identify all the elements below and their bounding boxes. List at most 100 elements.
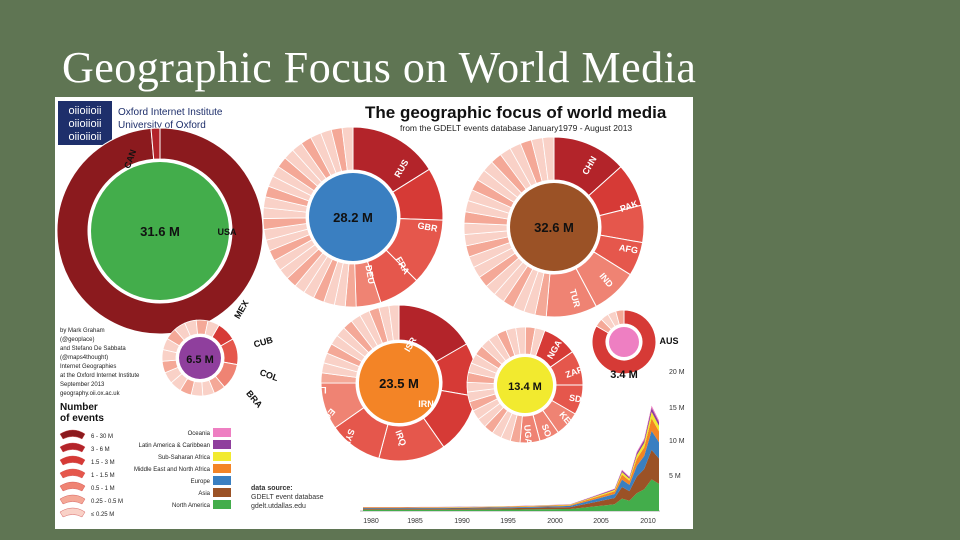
size-legend-swatch [59,455,86,466]
credit-line: at the Oxford Internet Institute [60,373,140,379]
country-label: AUS [659,336,678,346]
country-label: USA [217,227,237,237]
size-legend-swatch [59,429,86,440]
data-source-url: gdelt.utdallas.edu [251,503,306,510]
institute-line-2: University of Oxford [118,120,206,131]
logo-text-2: oiioiioii [68,118,101,130]
region-legend-label: Middle East and North Africa [134,467,211,473]
region-legend-label: Sub-Saharan Africa [158,455,211,461]
donut-center [309,173,397,261]
size-legend-swatch [59,494,86,505]
region-legend-swatch [213,500,231,509]
donut-center [179,337,221,379]
y-tick: 10 M [669,438,685,445]
timeline-chart: 1980 1985 1990 1995 2000 2005 2010 20 M … [360,369,685,525]
region-legend-swatch [213,476,231,485]
country-label: CUB [253,335,275,350]
donut-total: 31.6 M [140,224,180,239]
timeline-area-north-america [363,479,659,511]
country-label: DEU [363,264,376,284]
region-legend-swatch [213,488,231,497]
size-legend-label: 3 - 6 M [91,447,110,453]
credit-line: and Stefano De Sabbata [60,346,126,352]
size-legend-label: 0.25 - 0.5 M [91,499,123,505]
x-tick: 2000 [547,518,563,525]
region-legend-swatch [213,428,231,437]
size-legend-label: 1 - 1.5 M [91,473,115,479]
x-tick: 2010 [640,518,656,525]
data-source-label: data source: [251,485,293,492]
region-legend-label: Asia [198,491,210,497]
donut-total: 6.5 M [186,354,214,366]
size-legend-label: 6 - 30 M [91,434,113,440]
donut-center [497,357,553,413]
credit-line: (@geoplace) [60,337,94,343]
infographic-canvas: oiioiioii oiioiioii oiioiioii Oxford Int… [56,101,685,525]
region-legend-label: Oceania [188,431,211,437]
credit-line: by Mark Graham [60,328,105,334]
region-legend: Oceania Latin America & Caribbean Sub-Saha… [134,428,231,509]
donut-oceania: 3.4 M AUS [591,309,679,381]
donut-total: 23.5 M [379,376,419,391]
x-tick: 1985 [407,518,423,525]
donut-total: 13.4 M [508,381,542,393]
x-tick: 1990 [454,518,470,525]
x-tick: 1995 [500,518,516,525]
y-tick: 5 M [669,473,681,480]
credit-line: (@maps4thought) [60,355,108,361]
credit-line: Internet Geographies [60,364,116,370]
infographic-subheadline: from the GDELT events database January19… [400,123,632,133]
oxford-logo: oiioiioii oiioiioii oiioiioii [58,101,112,145]
region-legend-label: Europe [191,479,211,485]
x-tick: 1980 [363,518,379,525]
country-label: SDN [568,392,588,405]
donut-latin-america-caribbean: 6.5 M CUB COL BRA [161,319,280,410]
region-legend-swatch [213,464,231,473]
x-tick: 2005 [593,518,609,525]
country-label: GBR [417,220,439,233]
infographic-headline: The geographic focus of world media [365,103,667,122]
y-tick: 15 M [669,405,685,412]
timeline-areas [363,405,659,511]
country-label: IRN [418,399,434,409]
slide-title: Geographic Focus on World Media [62,43,697,92]
donut-center [91,162,229,300]
logo-text-1: oiioiioii [68,105,101,117]
data-source-name: GDELT event database [251,494,324,501]
size-legend-swatch [59,481,86,492]
region-legend-label: North America [172,503,211,509]
country-label: LYB [309,385,327,395]
donut-center [510,183,598,271]
infographic-card: oiioiioii oiioiioii oiioiioii Oxford Int… [55,97,693,529]
institute-line-1: Oxford Internet Institute [118,107,223,118]
region-legend-swatch [213,452,231,461]
size-legend-label: ≤ 0.25 M [91,512,114,518]
size-legend-label: 1.5 - 3 M [91,460,115,466]
credits-block: by Mark Graham (@geoplace) and Stefano D… [60,328,140,397]
size-legend: 6 - 30 M 3 - 6 M 1.5 - 3 M 1 - 1.5 M 0.5 - 1… [59,429,123,518]
logo-text-3: oiioiioii [68,131,101,143]
size-legend-swatch [59,468,86,479]
country-label: COL [258,367,280,383]
region-legend-label: Latin America & Caribbean [139,443,210,449]
country-label: TUR [568,288,583,309]
country-label: AFG [618,242,638,255]
credit-line: geography.oii.ox.ac.uk [60,391,121,397]
size-legend-label: 0.5 - 1 M [91,486,115,492]
region-legend-swatch [213,440,231,449]
donut-total: 32.6 M [534,220,574,235]
country-label: BRA [244,388,265,410]
legend-title-line-1: Number [60,402,98,413]
size-legend-swatch [59,507,86,518]
size-legend-swatch [59,442,86,453]
donut-total: 28.2 M [333,210,373,225]
credit-line: September 2013 [60,382,105,388]
donut-center [609,327,639,357]
legend-title-line-2: of events [60,413,104,424]
